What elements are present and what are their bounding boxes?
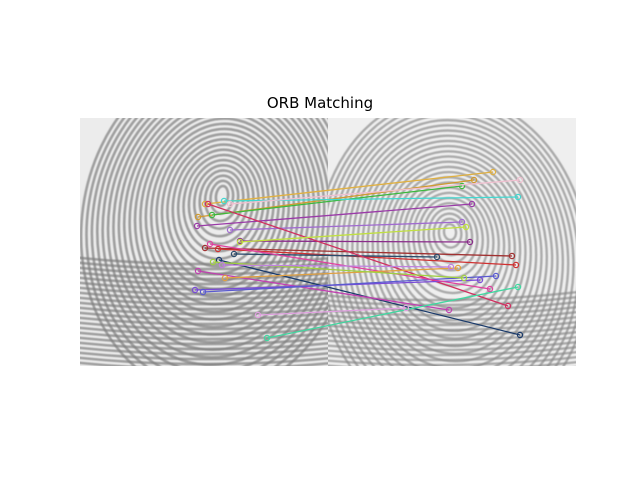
left-keypoint (209, 258, 217, 266)
left-keypoint (191, 286, 199, 294)
match-line (233, 253, 438, 258)
right-keypoint (458, 182, 466, 190)
right-keypoint (514, 193, 522, 201)
right-keypoint (468, 200, 476, 208)
left-keypoint (263, 334, 271, 342)
match-line (207, 203, 509, 307)
right-keypoint (445, 306, 453, 314)
right-keypoint (492, 272, 500, 280)
right-keypoint (460, 274, 468, 282)
right-keypoint (504, 302, 512, 310)
figure-title: ORB Matching (266, 94, 374, 112)
left-keypoint (230, 250, 238, 258)
match-line (229, 179, 521, 205)
match-line (257, 307, 407, 316)
left-keypoint (194, 213, 202, 221)
right-keypoint (514, 283, 522, 291)
right-keypoint (402, 304, 410, 312)
match-line (204, 247, 513, 257)
left-keypoint (208, 211, 216, 219)
right-keypoint (486, 285, 494, 293)
right-keypoint (489, 168, 497, 176)
right-keypoint (516, 331, 524, 339)
left-fingerprint-image (80, 118, 328, 366)
left-keypoint (226, 226, 234, 234)
right-keypoint (516, 176, 524, 184)
match-line (202, 275, 497, 293)
left-keypoint (204, 200, 212, 208)
left-keypoint (221, 274, 229, 282)
left-keypoint (193, 222, 201, 230)
match-line (211, 185, 463, 216)
left-keypoint (201, 200, 209, 208)
left-keypoint (218, 261, 226, 269)
right-keypoint (462, 223, 470, 231)
right-keypoint (508, 252, 516, 260)
match-lines (191, 168, 524, 342)
left-keypoint (226, 200, 234, 208)
left-keypoint (201, 244, 209, 252)
match-line (266, 286, 519, 339)
right-keypoint (466, 238, 474, 246)
match-line (239, 240, 471, 243)
right-keypoint (454, 264, 462, 272)
left-keypoint (236, 238, 244, 246)
left-keypoint (214, 245, 222, 253)
match-line (239, 226, 467, 243)
right-keypoint (458, 218, 466, 226)
left-keypoint (220, 197, 228, 205)
right-keypoint (470, 176, 478, 184)
match-line (221, 264, 452, 268)
match-line (196, 203, 473, 227)
right-keypoint (447, 263, 455, 271)
left-keypoint (206, 240, 214, 248)
left-keypoint (199, 288, 207, 296)
match-line (204, 171, 494, 205)
right-keypoint (433, 253, 441, 261)
right-keypoint (512, 261, 520, 269)
left-keypoint (254, 311, 262, 319)
left-keypoint (194, 267, 202, 275)
right-fingerprint-image (328, 118, 576, 366)
match-line (224, 267, 459, 279)
match-line (229, 221, 463, 231)
match-line (217, 248, 517, 266)
